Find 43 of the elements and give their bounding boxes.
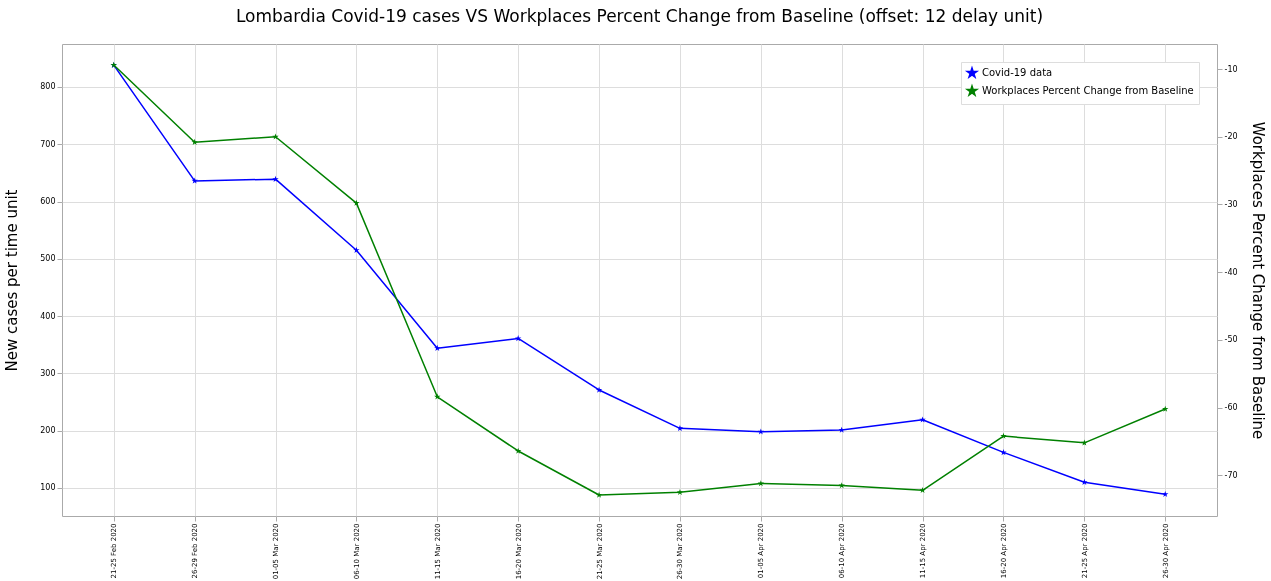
- point: [191, 177, 198, 184]
- y-tick-label: 600: [40, 197, 56, 207]
- chart-title: Lombardia Covid-19 cases VS Workplaces Percent Change from Baseline (offset: 12 delay unit): [235, 6, 1044, 26]
- y2-tick-label: -10: [1224, 64, 1238, 74]
- y2-tick-label: -40: [1224, 267, 1238, 277]
- legend-label: Covid-19 data: [982, 67, 1053, 78]
- point: [272, 133, 279, 140]
- point: [1162, 405, 1169, 412]
- point: [676, 488, 684, 496]
- point: [272, 175, 279, 182]
- y2-tick-label: -20: [1224, 132, 1238, 142]
- point: [514, 335, 522, 342]
- y-tick-label: 800: [40, 82, 56, 92]
- point: [1000, 449, 1007, 456]
- point: [919, 486, 926, 493]
- y2-tick-label: -70: [1224, 470, 1238, 480]
- y-tick-label: 400: [40, 311, 56, 321]
- point: [676, 425, 684, 432]
- y-tick-label: 500: [40, 254, 56, 264]
- point: [595, 386, 603, 393]
- point: [595, 491, 603, 498]
- point: [838, 426, 845, 433]
- y2-tick-label: -50: [1224, 335, 1238, 345]
- point: [1000, 432, 1007, 439]
- point: [191, 138, 198, 145]
- point: [1081, 439, 1088, 446]
- point: [838, 482, 845, 489]
- y2-axis-title: Workplaces Percent Change from Baseline: [1248, 121, 1267, 440]
- point: [1081, 478, 1088, 485]
- y2-tick-label: -60: [1224, 403, 1238, 413]
- point: [434, 344, 441, 351]
- point: [1162, 490, 1169, 497]
- y-axis-title: New cases per time unit: [3, 189, 22, 372]
- point: [757, 480, 765, 487]
- y-tick-label: 700: [40, 139, 56, 149]
- point: [353, 246, 360, 253]
- y-tick-label: 100: [40, 483, 56, 493]
- point: [919, 416, 926, 423]
- y2-tick-label: -30: [1224, 199, 1238, 209]
- point: [353, 199, 360, 206]
- y-tick-label: 300: [40, 368, 56, 378]
- legend-label: Workplaces Percent Change from Baseline: [982, 85, 1194, 96]
- y-tick-label: 200: [40, 426, 56, 436]
